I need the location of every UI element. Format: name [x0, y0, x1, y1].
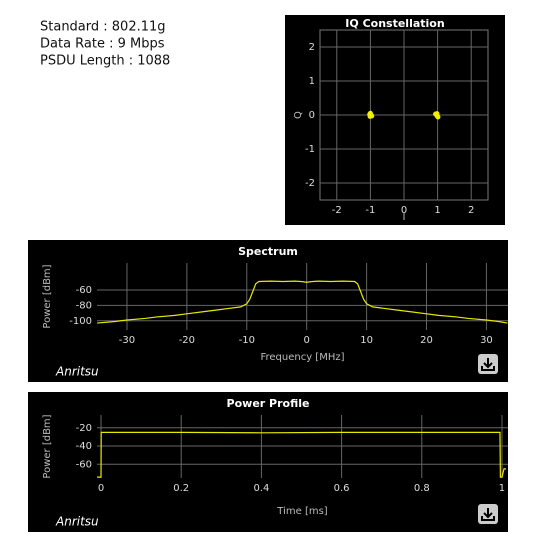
- y-tick-label: 2: [309, 42, 315, 53]
- chart-title: IQ Constellation: [345, 17, 444, 30]
- info-line: PSDU Length : 1088: [40, 54, 170, 69]
- y-tick-label: 0: [309, 110, 315, 121]
- y-tick-label: -40: [76, 441, 92, 452]
- x-tick-label: 0: [401, 205, 407, 216]
- info-line: Standard : 802.11g: [40, 20, 166, 35]
- x-tick-label: 1: [499, 483, 505, 494]
- y-tick-label: -80: [76, 300, 92, 311]
- y-tick-label: -60: [76, 459, 92, 470]
- panel: [28, 392, 508, 532]
- trace: [97, 431, 506, 478]
- x-tick-label: 10: [360, 335, 373, 346]
- x-tick-label: 0.8: [414, 483, 430, 494]
- iq-point: [434, 111, 440, 117]
- info-line: Data Rate : 9 Mbps: [40, 37, 165, 52]
- logo: Anritsu: [55, 515, 99, 529]
- chart-title: Spectrum: [238, 245, 298, 258]
- panel: [28, 240, 508, 382]
- x-tick-label: 1: [434, 205, 440, 216]
- y-tick-label: 1: [309, 76, 315, 87]
- x-tick-label: -1: [365, 205, 375, 216]
- x-tick-label: 2: [468, 205, 474, 216]
- x-tick-label: -30: [119, 335, 135, 346]
- iq-point: [367, 113, 373, 119]
- y-axis-label: Power [dBm]: [42, 264, 53, 328]
- x-tick-label: -2: [332, 205, 342, 216]
- download-icon: [481, 508, 495, 521]
- x-tick-label: 0.6: [334, 483, 350, 494]
- y-tick-label: -60: [76, 285, 92, 296]
- x-tick-label: -20: [179, 335, 195, 346]
- y-tick-label: -2: [305, 178, 315, 189]
- y-tick-label: -1: [305, 144, 315, 155]
- x-tick-label: 20: [420, 335, 433, 346]
- x-tick-label: 0.4: [253, 483, 269, 494]
- panel: [285, 15, 505, 225]
- y-tick-label: -100: [69, 316, 92, 327]
- download-icon: [481, 358, 495, 371]
- y-axis-label: Power [dBm]: [42, 414, 53, 478]
- y-tick-label: -20: [76, 423, 92, 434]
- x-axis-label: Time [ms]: [276, 506, 328, 517]
- x-axis-label: Frequency [MHz]: [260, 352, 344, 363]
- x-tick-label: 0: [304, 335, 310, 346]
- x-tick-label: 0: [98, 483, 104, 494]
- chart-title: Power Profile: [227, 397, 310, 410]
- x-axis-label: I: [403, 212, 406, 223]
- x-tick-label: 30: [480, 335, 493, 346]
- y-axis-label: Q: [293, 111, 304, 119]
- x-tick-label: -10: [239, 335, 255, 346]
- logo: Anritsu: [55, 365, 99, 379]
- trace: [97, 280, 508, 324]
- x-tick-label: 0.2: [173, 483, 189, 494]
